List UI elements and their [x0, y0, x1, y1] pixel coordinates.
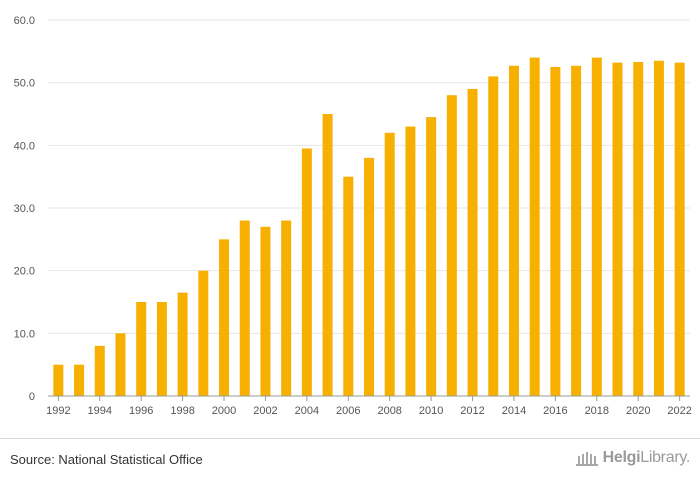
- bar-2017: [571, 65, 582, 396]
- bar-2012: [467, 88, 478, 396]
- x-tick-label: 2000: [212, 405, 236, 417]
- bar-2004: [301, 148, 312, 396]
- bar-2009: [405, 126, 416, 397]
- y-tick-label: 40.0: [14, 140, 35, 152]
- bar-2005: [322, 114, 333, 396]
- x-tick-label: 2002: [253, 405, 277, 417]
- source-note: Source: National Statistical Office: [10, 452, 203, 467]
- bar-1992: [53, 364, 64, 396]
- bar-2011: [446, 95, 457, 396]
- bars: [53, 57, 685, 397]
- x-tick-label: 1998: [170, 405, 194, 417]
- x-tick-label: 2006: [336, 405, 360, 417]
- x-tick-label: 2022: [667, 405, 691, 417]
- x-tick-label: 1994: [88, 405, 112, 417]
- x-tick-label: 2020: [626, 405, 650, 417]
- bar-1999: [198, 270, 209, 396]
- x-tick-label: 2004: [295, 405, 319, 417]
- bar-2000: [219, 239, 230, 396]
- bar-2013: [488, 76, 499, 397]
- bar-2018: [591, 57, 602, 396]
- bar-1997: [156, 302, 167, 396]
- x-tick-label: 1996: [129, 405, 153, 417]
- y-axis-labels: 0 10.0 20.0 30.0 40.0 50.0 60.0: [14, 15, 35, 403]
- bar-2021: [653, 60, 664, 396]
- bar-2014: [508, 65, 519, 396]
- y-tick-label: 50.0: [14, 78, 35, 90]
- bar-2010: [426, 117, 437, 396]
- brand-name: HelgiLibrary.: [602, 449, 691, 466]
- bar-2022: [674, 62, 685, 396]
- x-tick-label: 2016: [543, 405, 567, 417]
- x-tick-label: 1992: [46, 405, 70, 417]
- bar-2008: [384, 132, 395, 397]
- bar-2019: [612, 62, 623, 396]
- x-tick-label: 2008: [377, 405, 401, 417]
- library-building-icon: [575, 452, 598, 466]
- brand-logo: HelgiLibrary.: [575, 449, 690, 467]
- bar-1995: [115, 333, 126, 396]
- bar-2006: [343, 176, 354, 396]
- bar-2015: [529, 57, 540, 396]
- y-tick-label: 0: [29, 391, 35, 403]
- bar-2016: [550, 67, 561, 396]
- bar-1993: [74, 364, 85, 396]
- x-tick-label: 2018: [585, 405, 609, 417]
- y-tick-label: 20.0: [14, 266, 35, 278]
- bar-2002: [260, 226, 271, 396]
- bar-2001: [239, 220, 250, 396]
- bar-2003: [281, 220, 292, 396]
- x-tick-label: 2014: [502, 405, 526, 417]
- y-tick-label: 10.0: [14, 328, 35, 340]
- x-axis-ticks: 1992 1994 1996 1998 2000 2002 2004 2006 2008 2010…: [46, 396, 692, 417]
- x-tick-label: 2012: [460, 405, 484, 417]
- y-tick-label: 30.0: [14, 203, 35, 215]
- bar-1996: [136, 302, 147, 396]
- x-tick-label: 2010: [419, 405, 443, 417]
- bar-1998: [177, 292, 188, 396]
- bar-2020: [633, 61, 644, 397]
- bar-1994: [94, 345, 105, 396]
- bar-2007: [364, 157, 374, 396]
- y-tick-label: 60.0: [14, 15, 35, 27]
- footer: Source: National Statistical Office Helg…: [0, 438, 700, 484]
